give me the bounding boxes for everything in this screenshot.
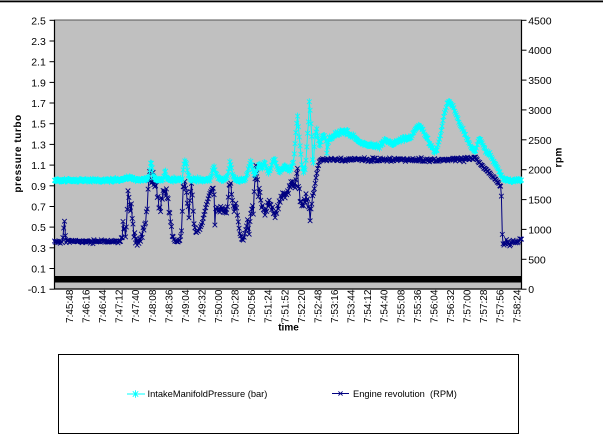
svg-text:7:46:44: 7:46:44 [98, 289, 109, 323]
svg-text:7:51:52: 7:51:52 [280, 289, 291, 323]
svg-text:Engine revolution (RPM): Engine revolution (RPM) [353, 389, 457, 399]
svg-text:3500: 3500 [528, 75, 552, 87]
svg-text:rpm: rpm [554, 147, 565, 167]
svg-text:7:54:12: 7:54:12 [363, 289, 374, 323]
svg-text:pressure turbo: pressure turbo [13, 114, 24, 192]
svg-text:4000: 4000 [528, 45, 552, 57]
svg-text:-0.1: -0.1 [28, 284, 46, 296]
svg-text:7:57:56: 7:57:56 [496, 289, 507, 323]
svg-text:time: time [278, 323, 299, 334]
svg-text:3000: 3000 [528, 105, 552, 117]
svg-text:7:56:04: 7:56:04 [429, 289, 440, 323]
svg-text:1.5: 1.5 [31, 119, 46, 131]
svg-text:7:47:12: 7:47:12 [115, 289, 126, 323]
svg-text:500: 500 [528, 254, 546, 266]
svg-text:7:50:28: 7:50:28 [231, 289, 242, 323]
svg-text:7:52:48: 7:52:48 [313, 289, 324, 323]
svg-text:0.5: 0.5 [31, 222, 46, 234]
svg-text:7:56:32: 7:56:32 [446, 289, 457, 323]
svg-text:7:52:20: 7:52:20 [297, 289, 308, 323]
svg-text:2.1: 2.1 [31, 57, 46, 69]
svg-text:7:57:28: 7:57:28 [479, 289, 490, 323]
svg-text:7:50:00: 7:50:00 [214, 289, 225, 323]
svg-text:1.9: 1.9 [31, 77, 46, 89]
svg-text:7:45:48: 7:45:48 [65, 289, 76, 323]
svg-text:0.9: 0.9 [31, 181, 46, 193]
svg-text:2.3: 2.3 [31, 36, 46, 48]
svg-text:0: 0 [528, 284, 534, 296]
svg-text:7:55:08: 7:55:08 [396, 289, 407, 323]
svg-text:IntakeManifoldPressure (bar): IntakeManifoldPressure (bar) [148, 389, 268, 399]
svg-text:1.7: 1.7 [31, 98, 46, 110]
svg-text:2500: 2500 [528, 135, 552, 147]
svg-text:7:46:16: 7:46:16 [82, 289, 93, 323]
svg-text:0.1: 0.1 [31, 264, 46, 276]
svg-text:0.3: 0.3 [31, 243, 46, 255]
svg-text:2.5: 2.5 [31, 15, 46, 27]
svg-text:1.3: 1.3 [31, 139, 46, 151]
svg-text:7:48:08: 7:48:08 [148, 289, 159, 323]
svg-text:7:48:36: 7:48:36 [164, 289, 175, 323]
svg-text:7:47:40: 7:47:40 [131, 289, 142, 323]
svg-text:7:57:00: 7:57:00 [463, 289, 474, 323]
svg-text:7:54:40: 7:54:40 [380, 289, 391, 323]
svg-text:7:51:24: 7:51:24 [264, 289, 275, 323]
svg-text:7:53:16: 7:53:16 [330, 289, 341, 323]
svg-text:7:58:24: 7:58:24 [512, 289, 523, 323]
svg-text:0.7: 0.7 [31, 202, 46, 214]
svg-text:1500: 1500 [528, 195, 552, 207]
svg-text:2000: 2000 [528, 165, 552, 177]
svg-text:7:49:32: 7:49:32 [198, 289, 209, 323]
svg-text:7:49:04: 7:49:04 [181, 289, 192, 323]
svg-text:4500: 4500 [528, 15, 552, 27]
svg-text:1.1: 1.1 [31, 160, 46, 172]
svg-text:7:50:56: 7:50:56 [247, 289, 258, 323]
svg-text:7:55:36: 7:55:36 [413, 289, 424, 323]
svg-text:7:53:44: 7:53:44 [347, 289, 358, 323]
svg-text:1000: 1000 [528, 224, 552, 236]
